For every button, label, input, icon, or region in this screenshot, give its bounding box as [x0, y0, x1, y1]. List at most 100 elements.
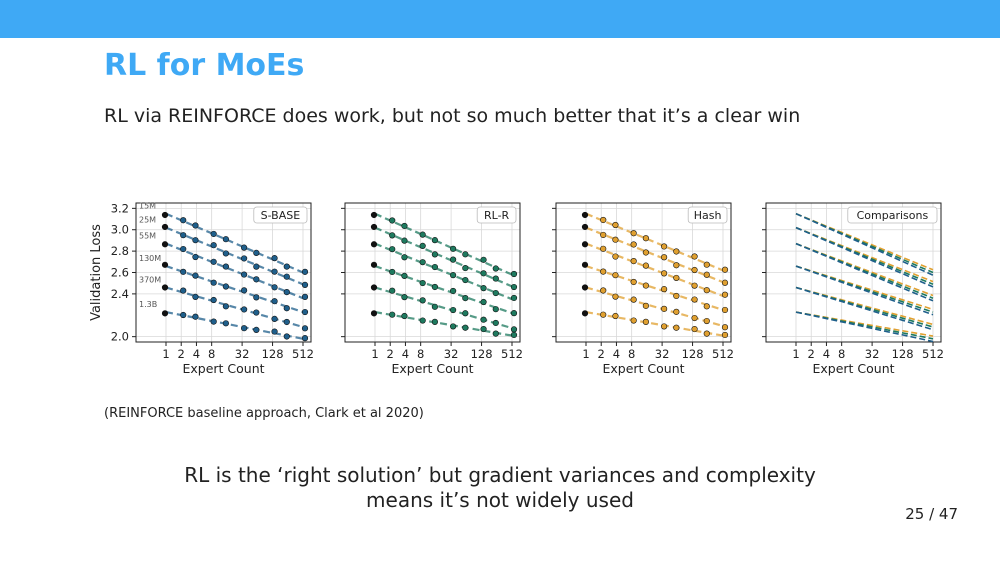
data-point	[630, 278, 637, 286]
data-point	[510, 294, 518, 302]
data-point	[253, 263, 260, 270]
data-point	[419, 242, 426, 250]
y-tick-label: 2.0	[111, 330, 129, 344]
data-point	[642, 318, 649, 325]
data-point	[612, 253, 619, 260]
data-point	[673, 262, 680, 269]
data-point	[161, 310, 169, 317]
comparison-line	[795, 265, 934, 316]
data-point	[419, 259, 426, 266]
data-point	[510, 331, 518, 339]
data-point	[210, 258, 217, 265]
data-point	[492, 330, 499, 337]
comparison-line	[795, 212, 934, 274]
comparison-line	[795, 242, 934, 299]
data-point	[253, 326, 260, 333]
data-point	[480, 285, 487, 292]
data-point	[161, 284, 169, 291]
chart-panel-3: 1 2 4 8 32 128 512 Expert Count Hash	[552, 202, 734, 376]
data-point	[450, 323, 457, 330]
data-point	[600, 287, 607, 294]
data-point	[510, 326, 518, 333]
x-tick-label: 128	[262, 347, 284, 361]
data-point	[401, 222, 408, 230]
fit-line	[165, 212, 304, 274]
fit-line	[585, 265, 724, 311]
y-tick-label: 2.4	[111, 287, 129, 301]
x-tick-label: 512	[712, 347, 734, 361]
data-point	[450, 287, 457, 295]
x-tick-label: 8	[417, 347, 424, 361]
data-point	[301, 335, 309, 342]
y-axis-label: Validation Loss	[89, 224, 104, 321]
slide-subtitle: RL via REINFORCE does work, but not so m…	[104, 105, 801, 127]
page-number: 25 / 47	[905, 505, 958, 523]
data-point	[480, 325, 487, 333]
data-point	[630, 230, 637, 237]
data-point	[581, 310, 589, 317]
data-point	[401, 237, 408, 244]
data-point	[161, 261, 169, 268]
data-point	[192, 313, 199, 320]
data-point	[161, 211, 169, 219]
chart-panel-1: 1 2 4 8 32 128 512 Expert Count 2.0 2.4 2.6 2.8 3.0 3…	[89, 201, 314, 376]
data-point	[661, 286, 668, 293]
series-label: 1.3B	[139, 300, 157, 309]
data-point	[161, 223, 169, 231]
data-point	[703, 330, 710, 337]
data-point	[661, 323, 668, 330]
data-point	[431, 283, 438, 291]
fit-line	[585, 311, 724, 337]
data-point	[642, 302, 649, 309]
x-tick-label: 32	[655, 347, 670, 361]
data-point	[642, 235, 649, 242]
data-point	[192, 272, 199, 279]
data-point	[253, 276, 260, 283]
data-point	[241, 306, 248, 313]
data-point	[241, 271, 248, 278]
data-point	[431, 318, 438, 325]
comparison-line	[795, 212, 934, 276]
data-point	[192, 253, 199, 261]
data-point	[301, 268, 309, 275]
data-point	[161, 241, 169, 248]
x-tick-label: 512	[501, 347, 523, 361]
data-point	[642, 282, 649, 289]
data-point	[180, 245, 187, 253]
data-point	[370, 261, 378, 268]
x-tick-label: 1	[792, 347, 799, 361]
x-tick-label: 8	[838, 347, 845, 361]
x-axis-label: Expert Count	[812, 361, 894, 376]
x-tick-label: 4	[402, 347, 409, 361]
data-point	[431, 263, 438, 271]
data-point	[241, 244, 248, 251]
data-point	[581, 284, 589, 291]
data-point	[180, 311, 187, 319]
data-point	[401, 254, 408, 261]
x-tick-label: 2	[598, 347, 605, 361]
data-point	[283, 305, 290, 312]
data-point	[721, 324, 729, 331]
data-point	[271, 268, 278, 275]
data-point	[241, 255, 248, 262]
data-point	[180, 287, 187, 294]
data-point	[703, 261, 710, 268]
fit-line	[374, 311, 513, 337]
x-tick-label: 8	[628, 347, 635, 361]
data-point	[370, 211, 378, 219]
fit-line	[374, 265, 513, 315]
fit-line	[374, 286, 513, 330]
conclusion: RL is the ‘right solution’ but gradient …	[0, 463, 1000, 513]
data-point	[253, 294, 260, 301]
panel-title-box	[476, 206, 517, 224]
data-point	[301, 325, 309, 332]
data-point	[721, 291, 729, 298]
data-point	[691, 282, 698, 289]
fit-line	[374, 226, 513, 288]
comparison-line	[795, 226, 934, 286]
fit-line	[165, 265, 304, 314]
chart-panel-2: 1 2 4 8 32 128 512 Expert Count RL-R	[341, 202, 523, 376]
data-point	[401, 312, 408, 320]
data-point	[691, 296, 698, 303]
x-axis-label: Expert Count	[391, 361, 473, 376]
